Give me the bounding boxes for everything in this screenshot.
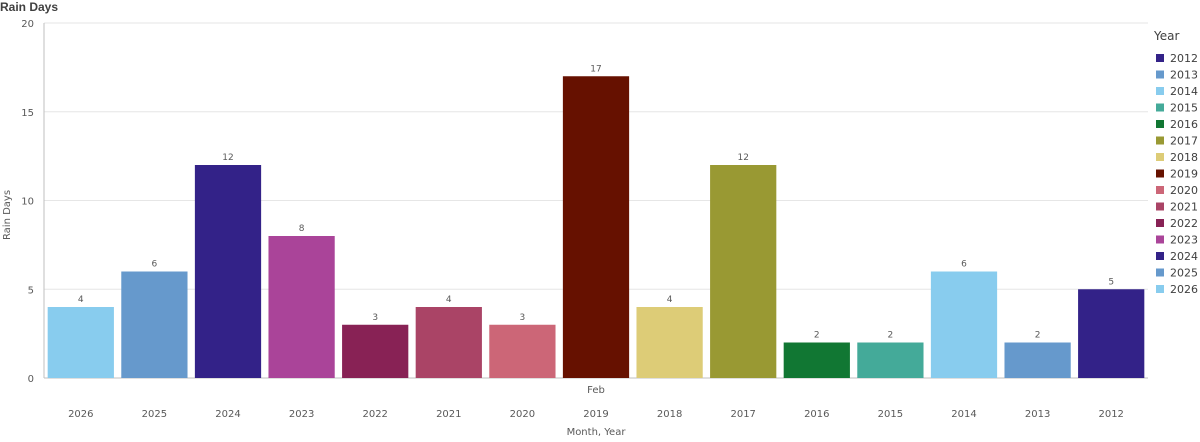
y-tick-label: 15	[21, 108, 34, 119]
bar	[268, 236, 335, 378]
legend-swatch	[1156, 87, 1164, 95]
data-label: 8	[299, 224, 305, 234]
y-tick-label: 0	[28, 374, 34, 385]
legend-item-label: 2012	[1170, 52, 1198, 65]
bar	[342, 324, 409, 378]
x-tick-label: 2020	[510, 409, 535, 420]
legend-swatch	[1156, 136, 1164, 145]
data-label: 2	[888, 331, 894, 341]
legend-swatch	[1156, 70, 1164, 79]
x-tick-label: 2012	[1098, 409, 1123, 420]
data-label: 12	[737, 153, 748, 163]
legend-item-label: 2026	[1170, 283, 1198, 296]
data-label: 3	[372, 313, 378, 323]
legend-swatch	[1156, 252, 1164, 260]
y-axis: 0 5 10 15 20	[21, 19, 45, 385]
legend-item-label: 2025	[1170, 267, 1198, 280]
legend-item-label: 2024	[1170, 250, 1198, 263]
legend-item-label: 2022	[1170, 217, 1198, 230]
legend-item-label: 2018	[1170, 151, 1198, 164]
x-tick-label: 2014	[951, 409, 976, 420]
legend-swatch	[1156, 169, 1164, 178]
x-tick-label: 2015	[878, 409, 903, 420]
bar	[1078, 289, 1145, 378]
legend-item-label: 2014	[1170, 85, 1198, 98]
y-tick-label: 5	[28, 285, 34, 296]
x-tick-label: 2026	[68, 409, 93, 420]
legend-swatch	[1156, 120, 1164, 128]
x-axis-title: Month, Year	[567, 427, 627, 438]
y-tick-label: 20	[21, 19, 34, 30]
x-tick-label: 2021	[436, 409, 461, 420]
x-axis: 2026 2025 2024 2023 2022 2021 2020 2019 2018 2017…	[68, 409, 1124, 420]
bar	[415, 307, 482, 378]
legend-swatch	[1156, 186, 1164, 194]
bar	[562, 76, 630, 378]
bar	[1004, 342, 1071, 378]
data-label: 6	[152, 260, 158, 270]
bar	[930, 271, 998, 378]
x-group-label: Feb	[587, 385, 605, 396]
legend-swatch	[1156, 235, 1164, 244]
data-label: 4	[667, 295, 673, 305]
bar	[47, 307, 114, 378]
x-tick-label: 2022	[362, 409, 387, 420]
data-label: 5	[1108, 277, 1114, 287]
chart-title: Rain Days	[0, 0, 59, 14]
y-axis-title: Rain Days	[2, 190, 13, 240]
legend-title: Year	[1153, 29, 1179, 43]
legend-item-label: 2016	[1170, 118, 1198, 131]
x-tick-label: 2024	[215, 409, 240, 420]
legend-item-label: 2019	[1170, 168, 1198, 181]
legend-item-label: 2013	[1170, 69, 1198, 82]
legend-swatch	[1156, 285, 1164, 293]
data-label: 3	[520, 313, 526, 323]
bar	[121, 271, 188, 378]
x-tick-label: 2013	[1025, 409, 1050, 420]
legend-item-label: 2015	[1170, 102, 1198, 115]
bar	[857, 342, 924, 378]
legend-swatch	[1156, 202, 1164, 211]
legend-item-label: 2021	[1170, 201, 1198, 214]
x-tick-label: 2016	[804, 409, 829, 420]
x-tick-label: 2019	[583, 409, 608, 420]
legend-swatch	[1156, 219, 1164, 227]
x-tick-label: 2017	[730, 409, 755, 420]
data-label: 4	[446, 295, 452, 305]
legend-item-label: 2020	[1170, 184, 1198, 197]
data-label: 17	[590, 64, 601, 74]
x-tick-label: 2023	[289, 409, 314, 420]
legend: Year 2012 2013 2014 2015 2016 2017 2018 2019 202…	[1153, 29, 1198, 296]
legend-item-label: 2023	[1170, 234, 1198, 247]
bar	[783, 342, 850, 378]
data-label: 4	[78, 295, 84, 305]
data-label: 2	[814, 331, 820, 341]
legend-swatch	[1156, 153, 1164, 161]
x-tick-label: 2018	[657, 409, 682, 420]
bar	[194, 165, 262, 378]
y-tick-label: 10	[21, 197, 34, 208]
legend-item-label: 2017	[1170, 135, 1198, 148]
data-label: 12	[222, 153, 233, 163]
legend-swatch	[1156, 268, 1164, 277]
bar	[489, 324, 556, 378]
bar	[710, 165, 777, 378]
x-tick-label: 2025	[142, 409, 167, 420]
bars: 4 6 12 8 3 4 3 17 4 12 2 2 6 2 5	[47, 64, 1145, 378]
bar	[636, 307, 703, 378]
data-label: 2	[1035, 331, 1041, 341]
legend-swatch	[1156, 103, 1164, 112]
data-label: 6	[961, 260, 967, 270]
legend-swatch	[1156, 54, 1164, 62]
